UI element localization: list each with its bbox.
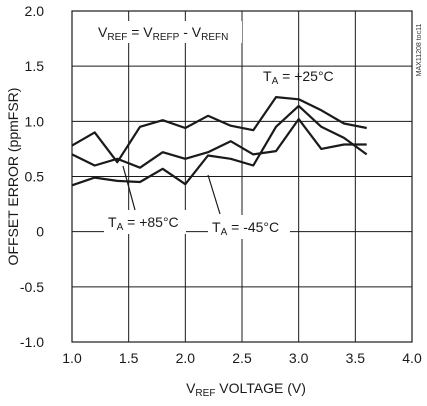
x-tick-label: 3.5 bbox=[346, 350, 366, 366]
series-label-85c: TA = +85°C bbox=[108, 214, 179, 233]
x-tick-label: 1.5 bbox=[119, 350, 139, 366]
x-axis-title: VREF VOLTAGE (V) bbox=[186, 380, 306, 399]
vref-annotation-minus: - V bbox=[179, 24, 201, 40]
y-tick-label: 2.0 bbox=[25, 3, 45, 19]
x-tick-label: 2.0 bbox=[176, 350, 196, 366]
y-tick-label: 0 bbox=[36, 224, 44, 240]
x-tick-labels: 1.0 1.5 2.0 2.5 3.0 3.5 4.0 bbox=[62, 350, 422, 366]
x-tick-label: 4.0 bbox=[402, 350, 422, 366]
series-label-25c-t: T bbox=[263, 68, 272, 84]
x-tick-label: 3.0 bbox=[289, 350, 309, 366]
y-tick-labels: 2.0 1.5 1.0 0.5 0 -0.5 -1.0 bbox=[20, 3, 44, 350]
vref-annotation-n-sub: REFN bbox=[201, 32, 228, 43]
y-tick-label: -0.5 bbox=[20, 279, 44, 295]
x-tick-label: 2.5 bbox=[232, 350, 252, 366]
x-axis-title-rest: VOLTAGE (V) bbox=[215, 380, 306, 396]
y-axis-title: OFFSET ERROR (ppmFSR) bbox=[5, 88, 21, 266]
x-axis-title-v: V bbox=[186, 380, 196, 396]
series-line-25c bbox=[71, 95, 367, 164]
plot-frame bbox=[71, 10, 413, 343]
series-label-85c-sub: A bbox=[117, 222, 124, 233]
series-lines bbox=[71, 95, 368, 187]
vref-annotation: VREF = VREFP - VREFN bbox=[98, 24, 228, 43]
series-line-45c bbox=[71, 104, 368, 187]
y-tick-label: -1.0 bbox=[20, 334, 44, 350]
vref-annotation-v: V bbox=[98, 24, 108, 40]
y-tick-label: 0.5 bbox=[25, 169, 45, 185]
series-label-45c: TA = -45°C bbox=[212, 219, 279, 238]
vref-annotation-p-sub: REFP bbox=[153, 32, 180, 43]
y-tick-label: 1.0 bbox=[25, 113, 45, 129]
x-tick-label: 1.0 bbox=[62, 350, 82, 366]
series-label-45c-t: T bbox=[212, 219, 221, 235]
vref-annotation-eq: = V bbox=[127, 24, 153, 40]
figure-code-label: MAX11208 toc11 bbox=[416, 24, 423, 77]
annotation-background bbox=[92, 21, 242, 43]
series-label-25c-rest: = +25°C bbox=[278, 68, 333, 84]
series-label-45c-sub: A bbox=[221, 227, 228, 238]
vref-annotation-sub: REF bbox=[107, 32, 127, 43]
series-label-45c-background bbox=[208, 215, 290, 239]
series-label-45c-leader bbox=[207, 174, 221, 215]
series-label-45c-rest: = -45°C bbox=[227, 219, 279, 235]
series-line-85c bbox=[71, 117, 367, 169]
y-tick-label: 1.5 bbox=[25, 58, 45, 74]
series-label-25c: TA = +25°C bbox=[263, 68, 334, 87]
series-label-25c-sub: A bbox=[272, 76, 279, 87]
x-axis-title-sub: REF bbox=[195, 388, 215, 399]
series-label-85c-leader bbox=[122, 165, 136, 211]
series-label-85c-rest: = +85°C bbox=[123, 214, 178, 230]
series-label-85c-t: T bbox=[108, 214, 117, 230]
grid-lines bbox=[72, 11, 412, 342]
series-label-85c-background bbox=[104, 210, 186, 234]
